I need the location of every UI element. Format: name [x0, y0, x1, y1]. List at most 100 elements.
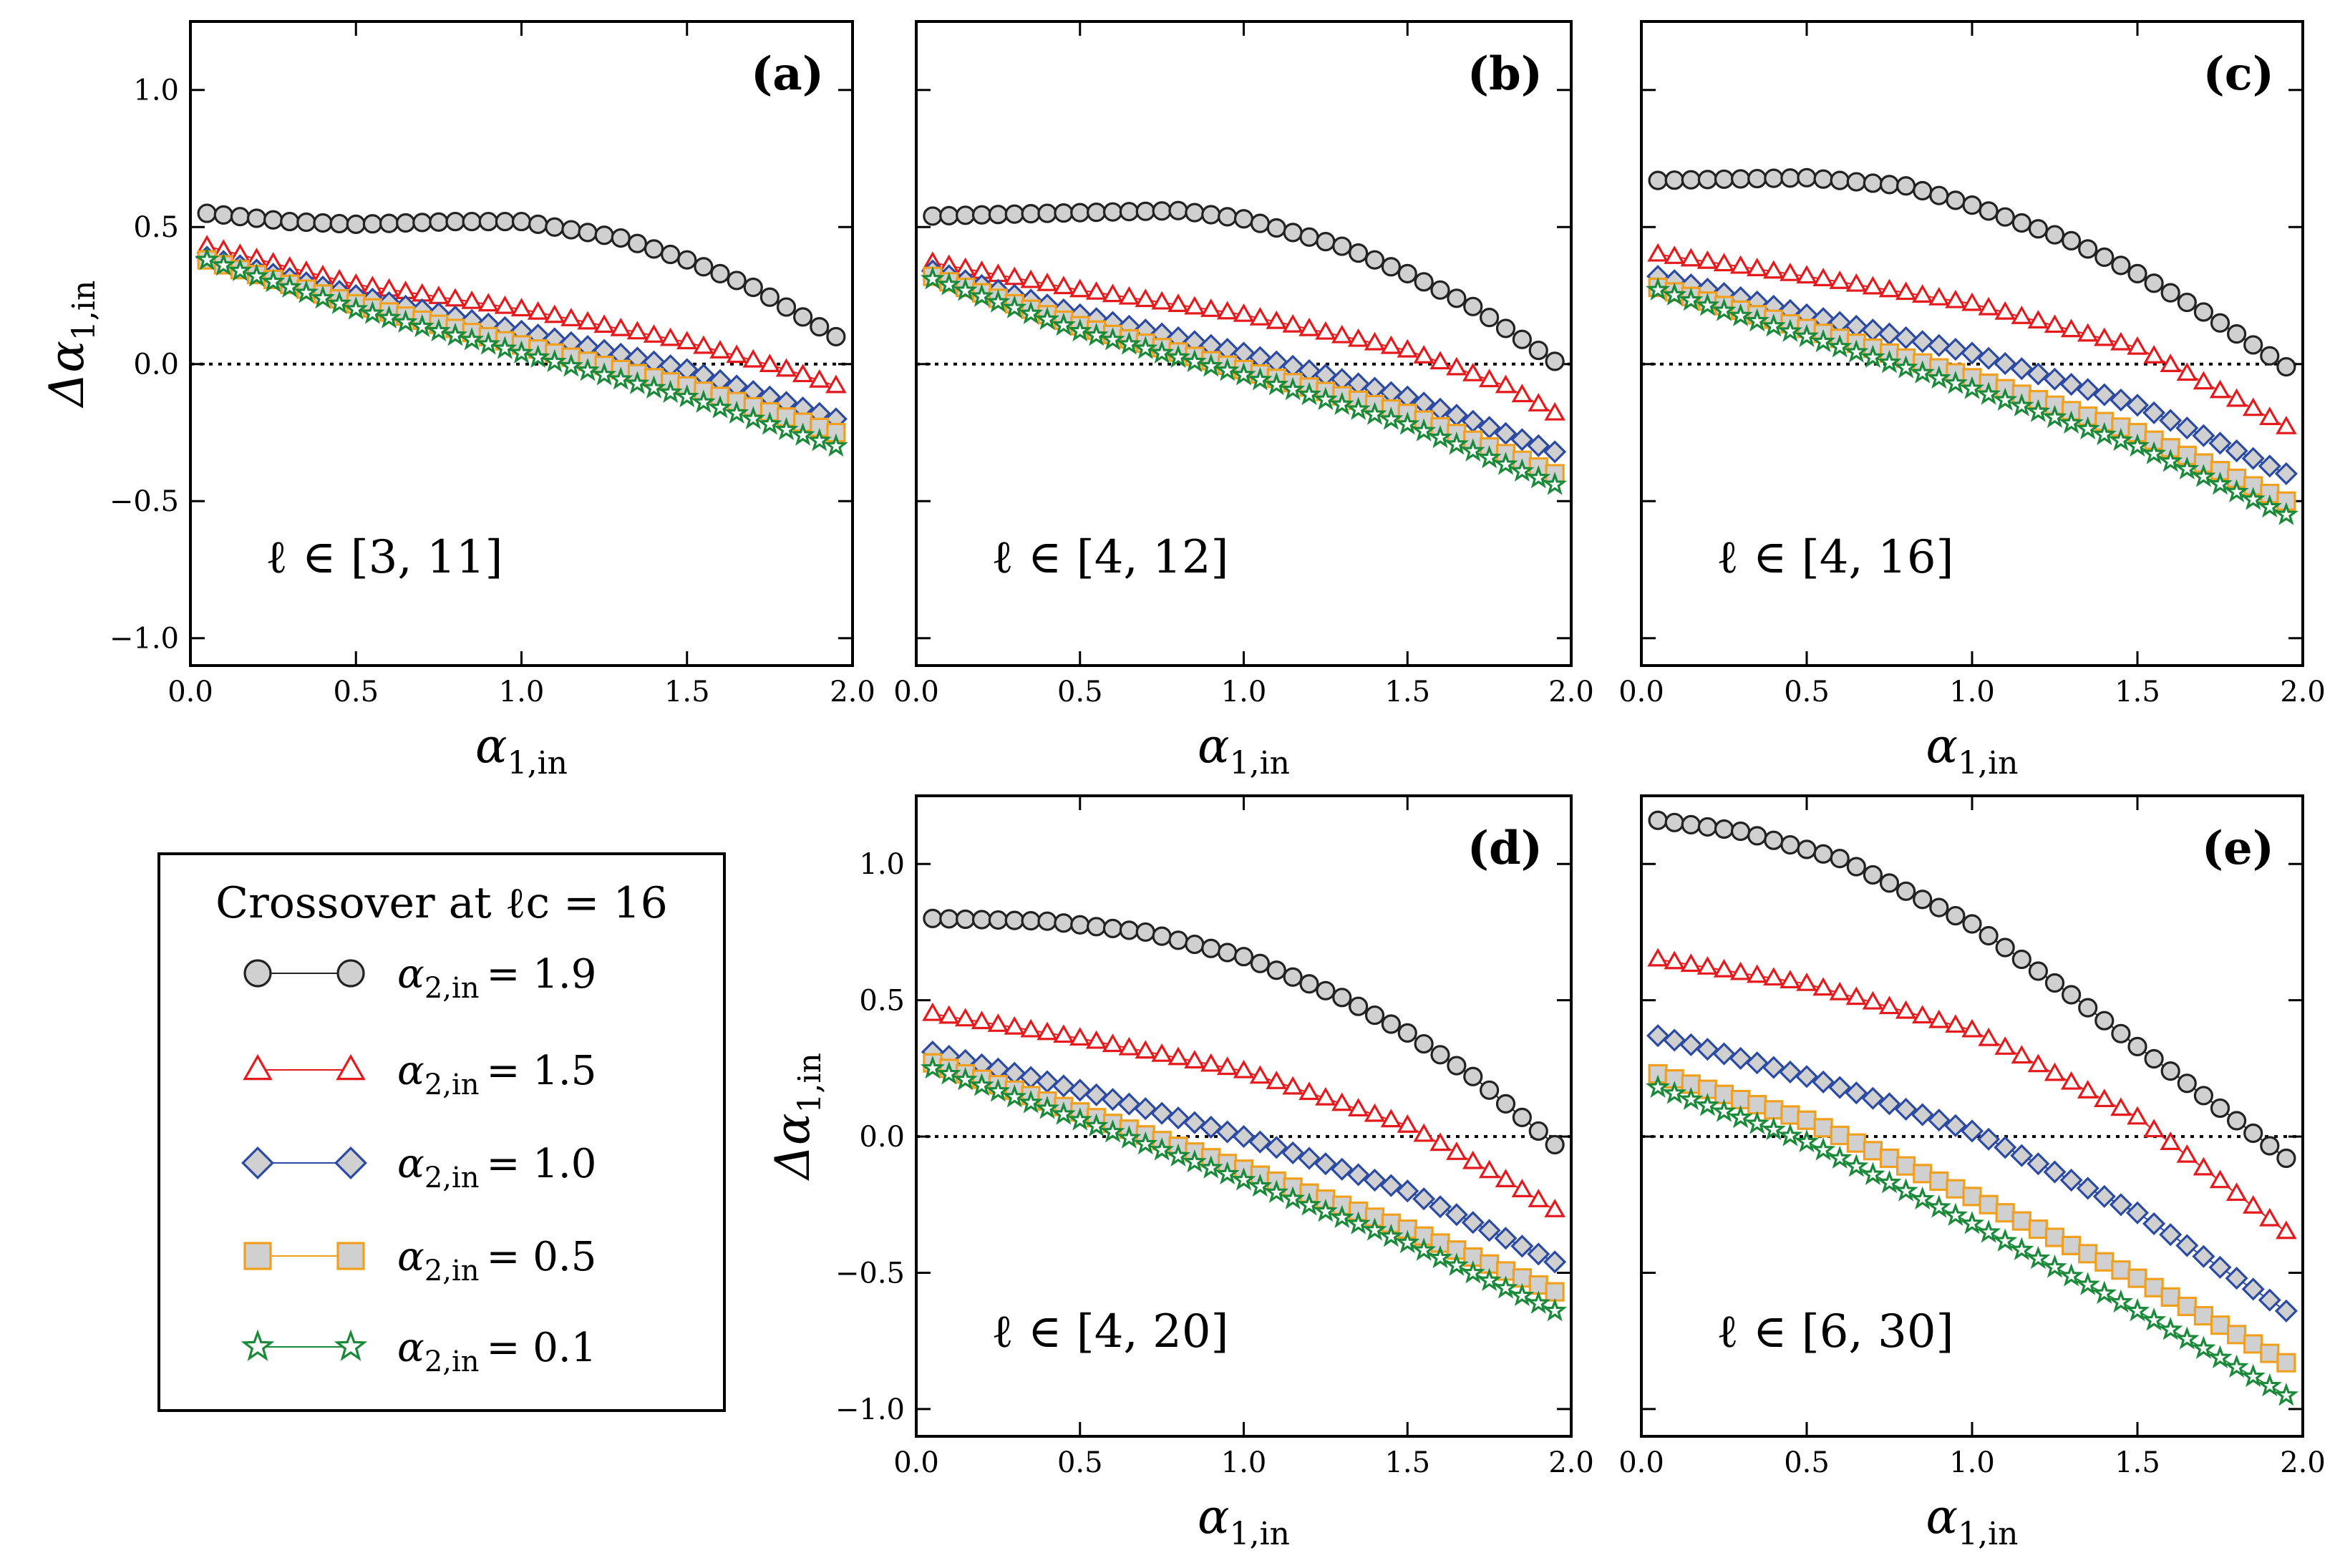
data-point [610, 317, 632, 336]
data-point [920, 1055, 945, 1079]
x-tick-label: 1.5 [1384, 676, 1430, 708]
data-point [2144, 273, 2164, 293]
data-point [1477, 1267, 1502, 1292]
data-point [2241, 447, 2265, 470]
data-point [1746, 964, 1768, 983]
data-point [741, 406, 766, 429]
data-point [2108, 427, 2134, 452]
data-point [1281, 1141, 1305, 1164]
y-tick-label: 0.5 [133, 211, 179, 244]
data-point [1527, 434, 1550, 457]
data-point [1712, 1042, 1736, 1066]
data-point [1150, 1101, 1174, 1125]
data-point [2224, 1354, 2249, 1378]
data-point [1896, 1156, 1916, 1176]
data-point [823, 433, 848, 457]
data-point [1863, 865, 1883, 885]
data-point [826, 326, 846, 347]
data-point [1445, 1203, 1468, 1227]
data-point [953, 278, 978, 301]
data-point [953, 1066, 978, 1091]
data-point [1397, 339, 1419, 358]
data-point [971, 910, 992, 930]
data-point [1084, 1083, 1108, 1106]
data-point [1152, 201, 1172, 221]
data-point [2260, 346, 2280, 366]
data-point [626, 321, 649, 340]
data-point [1167, 1046, 1189, 1066]
data-point [2110, 1097, 2132, 1116]
data-point [1444, 432, 1469, 455]
series-1 [922, 1002, 1565, 1217]
data-point [1927, 1109, 1951, 1132]
data-point [1329, 391, 1354, 415]
data-point [2243, 1334, 2263, 1354]
data-point [710, 263, 730, 283]
data-point [1528, 340, 1548, 361]
data-point [2078, 239, 2098, 259]
data-point [1877, 1169, 1902, 1194]
data-point [956, 205, 976, 225]
data-point [2209, 379, 2231, 399]
legend-marker [336, 1242, 365, 1270]
data-point [1165, 344, 1191, 369]
legend: Crossover at ℓc = 16 α2,in = 1.9α2,in = 1.… [157, 852, 726, 1412]
data-point [329, 213, 349, 234]
data-point [1828, 1076, 1852, 1099]
data-point [1166, 1106, 1190, 1130]
series-1 [922, 251, 1565, 421]
y-tick-label: −1.0 [110, 623, 179, 656]
data-point [1084, 1113, 1109, 1137]
data-point [1763, 260, 1785, 279]
data-point [1680, 953, 1702, 973]
x-tick-label: 0.5 [333, 676, 379, 708]
data-point [1993, 1228, 2018, 1252]
data-point [1860, 1162, 1885, 1185]
data-point [2158, 1317, 2183, 1340]
legend-entries: α2,in = 1.9 α2,in = 1.5 α2,in = 1.0 α2,in = 0.5… [241, 951, 596, 1378]
data-point [1118, 286, 1140, 305]
data-point [1646, 1074, 1671, 1099]
data-point [429, 212, 449, 232]
data-point [1929, 897, 1949, 917]
data-point [2028, 219, 2048, 239]
data-point [1729, 255, 1752, 274]
data-point [2144, 1048, 2164, 1069]
data-point [1945, 289, 1966, 308]
data-point [1696, 956, 1719, 975]
data-point [2092, 1280, 2117, 1304]
legend-marker [336, 1053, 366, 1081]
data-point [1185, 203, 1205, 223]
data-point [1330, 1157, 1354, 1181]
data-point [195, 247, 220, 271]
data-point [1911, 284, 1933, 303]
data-point [2059, 1263, 2084, 1287]
data-point [1679, 1086, 1704, 1110]
data-point [939, 909, 959, 929]
data-point [2143, 345, 2165, 364]
y-axis-label: Δα1,in [39, 281, 102, 409]
data-point [2208, 432, 2232, 455]
data-point [742, 349, 764, 368]
data-point [2241, 487, 2266, 510]
data-point [1543, 440, 1567, 464]
data-point [2258, 1288, 2281, 1312]
data-point [2026, 1245, 2051, 1270]
data-point [1296, 381, 1322, 406]
data-point [1117, 1092, 1141, 1116]
data-point [2125, 1297, 2150, 1322]
data-point [1218, 207, 1238, 227]
data-point [1512, 329, 1532, 349]
data-point [1663, 1028, 1686, 1052]
data-point [986, 289, 1011, 313]
data-point [528, 214, 548, 235]
data-point [727, 271, 747, 291]
data-point [1879, 175, 1900, 195]
data-point [2111, 255, 2131, 276]
data-point [1662, 282, 1687, 306]
data-point [2210, 1315, 2230, 1335]
data-point [1994, 301, 2016, 320]
data-point [1101, 1088, 1125, 1111]
data-point [2160, 1131, 2181, 1150]
data-point [1119, 202, 1139, 222]
